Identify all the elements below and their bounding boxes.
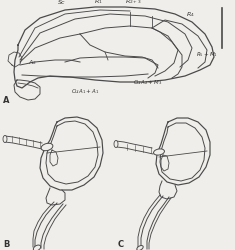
Ellipse shape	[33, 245, 41, 250]
Ellipse shape	[41, 143, 53, 151]
Text: $R_4$: $R_4$	[186, 10, 195, 19]
Text: $R_1$: $R_1$	[94, 0, 102, 6]
Text: $R_5+M_1$: $R_5+M_1$	[196, 50, 218, 59]
Ellipse shape	[3, 136, 7, 142]
Text: Sc: Sc	[58, 0, 66, 5]
Text: B: B	[3, 240, 9, 249]
Ellipse shape	[114, 140, 118, 147]
Text: A: A	[3, 96, 9, 105]
Ellipse shape	[153, 149, 164, 155]
Text: $A_2$: $A_2$	[27, 58, 36, 67]
Text: $CuA_2+M_3$: $CuA_2+M_3$	[133, 78, 163, 87]
Ellipse shape	[137, 246, 143, 250]
Text: C: C	[118, 240, 124, 249]
Text: $CuA_1+A_1$: $CuA_1+A_1$	[71, 87, 99, 96]
Text: $R_{2+3}$: $R_{2+3}$	[125, 0, 141, 6]
